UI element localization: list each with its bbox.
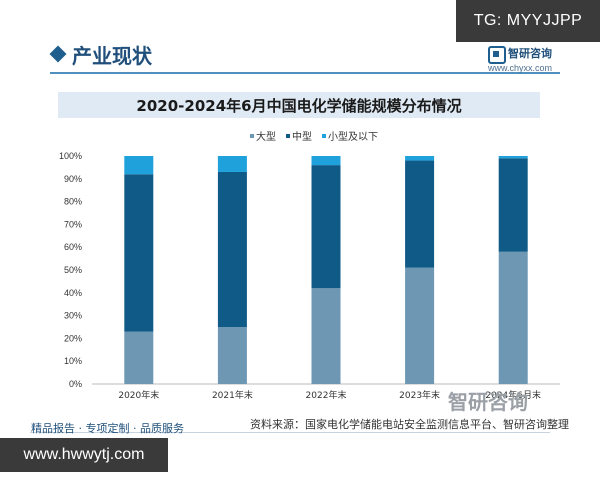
legend-swatch <box>322 133 326 138</box>
y-tick-label: 0% <box>69 379 82 389</box>
url-box: www.hwwytj.com <box>0 438 168 472</box>
bar-segment <box>124 156 154 175</box>
bar-segment <box>124 331 154 384</box>
y-tick-label: 40% <box>64 288 82 298</box>
watermark-text: 智研咨询 <box>448 390 528 414</box>
bar-segment <box>498 158 528 252</box>
bar-segment <box>311 156 341 166</box>
legend-item: 小型及以下 <box>322 128 378 143</box>
bar-segment <box>217 327 247 384</box>
x-tick-label: 2022年末 <box>306 389 347 401</box>
bar-segment <box>124 174 154 332</box>
footer-slogan: 精品报告 · 专项定制 · 品质服务 <box>31 422 184 435</box>
y-tick-label: 70% <box>64 219 82 229</box>
x-tick-label: 2024年6月末 <box>485 389 541 401</box>
y-tick-label: 10% <box>64 356 82 366</box>
logo-icon <box>488 46 506 64</box>
bar-segment <box>405 156 435 161</box>
legend-swatch <box>250 133 254 138</box>
bar-segment <box>311 165 341 289</box>
x-tick-label: 2023年末 <box>399 389 440 401</box>
y-tick-label: 20% <box>64 333 82 343</box>
chart-title: 2020-2024年6月中国电化学储能规模分布情况 <box>136 97 462 115</box>
brand-logo: 智研咨询 www.chyxx.com <box>488 44 568 74</box>
y-tick-label: 30% <box>64 311 82 321</box>
chart-legend: 大型 中型 小型及以下 <box>250 128 378 143</box>
legend-label: 中型 <box>292 132 312 143</box>
bar-segment <box>498 156 528 159</box>
legend-label: 小型及以下 <box>328 132 378 143</box>
y-tick-label: 50% <box>64 265 82 275</box>
bar-segment <box>311 288 341 384</box>
legend-item: 大型 <box>250 128 276 143</box>
bar-segment <box>217 156 247 172</box>
bar-segment <box>405 160 435 268</box>
y-tick-label: 100% <box>59 151 82 161</box>
page-title: 产业现状 <box>72 44 152 68</box>
header-divider <box>50 72 560 74</box>
logo-url: www.chyxx.com <box>488 63 553 73</box>
x-tick-label: 2020年末 <box>118 389 159 401</box>
legend-item: 中型 <box>286 128 312 143</box>
x-tick-label: 2021年末 <box>212 389 253 401</box>
y-tick-label: 90% <box>64 174 82 184</box>
corner-tag: TG: MYYJJPP <box>456 0 600 42</box>
y-tick-label: 60% <box>64 242 82 252</box>
logo-text: 智研咨询 <box>508 47 552 60</box>
legend-label: 大型 <box>256 132 276 143</box>
footer-divider <box>30 432 550 433</box>
bar-segment <box>217 171 247 327</box>
y-tick-label: 80% <box>64 197 82 207</box>
chart-title-band: 2020-2024年6月中国电化学储能规模分布情况 <box>58 92 540 118</box>
legend-swatch <box>286 133 290 138</box>
source-note: 资料来源：国家电化学储能电站安全监测信息平台、智研咨询整理 <box>250 418 569 431</box>
bar-segment <box>498 251 528 384</box>
bar-segment <box>405 267 435 384</box>
